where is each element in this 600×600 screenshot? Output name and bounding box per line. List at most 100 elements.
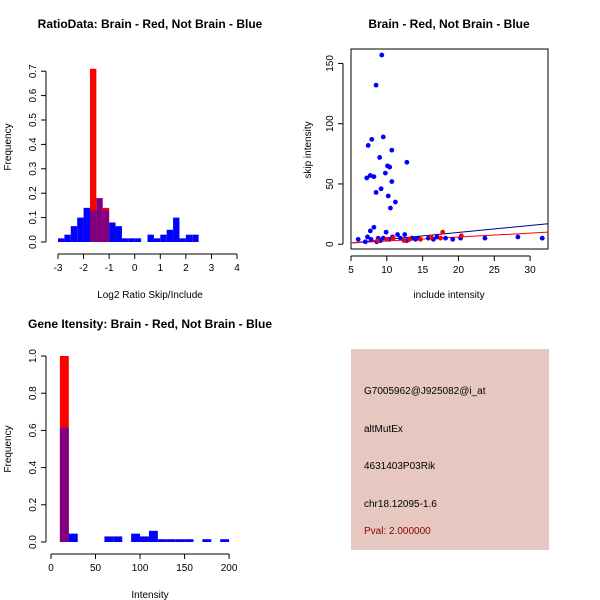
scatter-x-tick-label: 30 <box>525 265 537 276</box>
scatter-point-not-brain <box>389 147 395 153</box>
ratio-x-tick-label: 4 <box>234 263 240 274</box>
scatter-point-brain <box>407 236 413 242</box>
scatter-point-not-brain <box>389 179 395 184</box>
ratio-x-tick-label: 2 <box>183 263 189 274</box>
scatter-y-tick-label: 100 <box>325 115 336 132</box>
ratio-blue-bar <box>134 238 142 242</box>
ratio-blue-bar <box>153 238 161 242</box>
ratio-blue-bar <box>58 238 65 242</box>
ratio-blue-bar <box>128 238 135 242</box>
scatter-point-brain <box>418 236 423 242</box>
scatter-point-not-brain <box>385 193 391 199</box>
scatter-point-not-brain <box>413 236 418 242</box>
intensity-blue-bar <box>113 536 123 542</box>
ratio-histogram-panel: RatioData: Brain - Red, Not Brain - Blue… <box>3 17 263 301</box>
ratio-blue-bar <box>166 229 174 242</box>
ratio-blue-bar <box>179 238 186 242</box>
intensity-blue-bar <box>175 539 185 542</box>
scatter-point-not-brain <box>450 236 456 242</box>
scatter-point-brain <box>440 229 446 235</box>
ratio-bars <box>58 68 199 242</box>
scatter-x-tick-label: 10 <box>381 265 393 276</box>
intensity-x-tick-label: 100 <box>132 563 149 574</box>
ratio-blue-bar <box>83 207 90 242</box>
intensity-bars <box>59 356 230 542</box>
scatter-x-tick-label: 15 <box>417 265 429 276</box>
intensity-blue-bar <box>68 533 78 542</box>
scatter-point-not-brain <box>371 174 377 180</box>
scatter-chart-title: Brain - Red, Not Brain - Blue <box>368 17 530 31</box>
probe-info-box: G7005962@J925082@i_at altMutEx 4631403P0… <box>351 349 549 550</box>
scatter-point-brain <box>438 235 443 241</box>
ratio-x-tick-label: -2 <box>79 263 88 274</box>
scatter-x-axis-label: include intensity <box>413 290 484 301</box>
scatter-point-brain <box>458 233 464 239</box>
intensity-y-tick-label: 0.2 <box>28 497 39 511</box>
scatter-point-not-brain <box>404 159 410 165</box>
event-type-text: altMutEx <box>364 424 403 435</box>
ratio-blue-bar <box>121 238 129 242</box>
scatter-point-not-brain <box>362 239 368 245</box>
ratio-blue-bar <box>115 226 122 242</box>
ratio-blue-bar <box>173 217 180 242</box>
intensity-y-axis-label: Frequency <box>3 425 14 472</box>
scatter-point-not-brain <box>380 134 386 140</box>
scatter-point-brain <box>428 234 434 240</box>
ratio-blue-bar <box>185 234 193 242</box>
intensity-y-tick-label: 0.8 <box>28 386 39 400</box>
ratio-y-tick-label: 0.6 <box>28 88 39 102</box>
intensity-axes: 0 50 100 150 200 0.0 0.2 0.4 0.6 0.8 1.0 <box>28 349 238 574</box>
intensity-blue-bar <box>104 536 114 542</box>
intensity-x-axis-label: Intensity <box>131 590 168 600</box>
scatter-point-not-brain <box>443 235 448 241</box>
intensity-x-tick-label: 200 <box>221 563 238 574</box>
scatter-y-tick-label: 50 <box>325 178 336 190</box>
ratio-y-tick-label: 0.2 <box>28 186 39 200</box>
ratio-blue-bar <box>109 222 116 242</box>
scatter-point-brain <box>375 238 380 243</box>
probe-id-text: G7005962@J925082@i_at <box>364 386 486 397</box>
intensity-blue-bar <box>184 539 194 542</box>
scatter-point-not-brain <box>382 170 388 176</box>
scatter-y-tick-label: 150 <box>325 55 336 72</box>
scatter-point-brain <box>401 238 407 243</box>
location-text: chr18.12095-1.6 <box>364 499 437 510</box>
intensity-x-tick-label: 150 <box>176 563 193 574</box>
ratio-blue-bar <box>64 234 71 242</box>
scatter-point-not-brain <box>377 155 383 160</box>
intensity-blue-bar <box>131 533 141 542</box>
ratio-blue-bar <box>160 234 167 242</box>
scatter-point-not-brain <box>387 164 393 170</box>
ratio-x-tick-label: 3 <box>209 263 215 274</box>
ratio-axes: -3 -2 -1 0 1 2 3 4 0.0 0.1 0.2 0.3 0.4 0.5 0.6 0.7 <box>28 64 240 274</box>
ratio-blue-bar <box>77 217 84 242</box>
intensity-y-tick-label: 0.0 <box>28 535 39 549</box>
scatter-point-not-brain <box>355 236 361 242</box>
intensity-blue-bar <box>157 539 167 542</box>
scatter-fit-line <box>350 231 549 244</box>
gene-name-text: 4631403P03Rik <box>364 461 436 472</box>
intensity-blue-bar <box>166 539 176 542</box>
scatter-point-not-brain <box>373 82 379 88</box>
ratio-red-bar <box>89 68 97 242</box>
ratio-y-tick-label: 0.1 <box>28 210 39 224</box>
intensity-blue-bar <box>148 530 158 542</box>
scatter-point-not-brain <box>367 228 373 234</box>
scatter-point-not-brain <box>364 175 370 181</box>
scatter-point-not-brain <box>515 234 521 240</box>
scatter-point-not-brain <box>368 236 374 242</box>
scatter-y-tick-label: 0 <box>325 241 336 247</box>
intensity-x-tick-label: 50 <box>90 563 102 574</box>
scatter-point-not-brain <box>365 142 371 148</box>
intensity-y-tick-label: 0.4 <box>28 460 39 474</box>
scatter-point-not-brain <box>378 186 384 192</box>
scatter-point-brain <box>390 235 396 241</box>
scatter-point-not-brain <box>482 235 488 241</box>
ratio-blue-bar <box>70 226 78 242</box>
scatter-x-tick-label: 5 <box>348 265 354 276</box>
scatter-x-tick-label: 25 <box>489 265 501 276</box>
intensity-blue-bar <box>220 539 230 542</box>
scatter-panel: Brain - Red, Not Brain - Blue include in… <box>303 17 549 301</box>
scatter-x-tick-label: 20 <box>453 265 465 276</box>
